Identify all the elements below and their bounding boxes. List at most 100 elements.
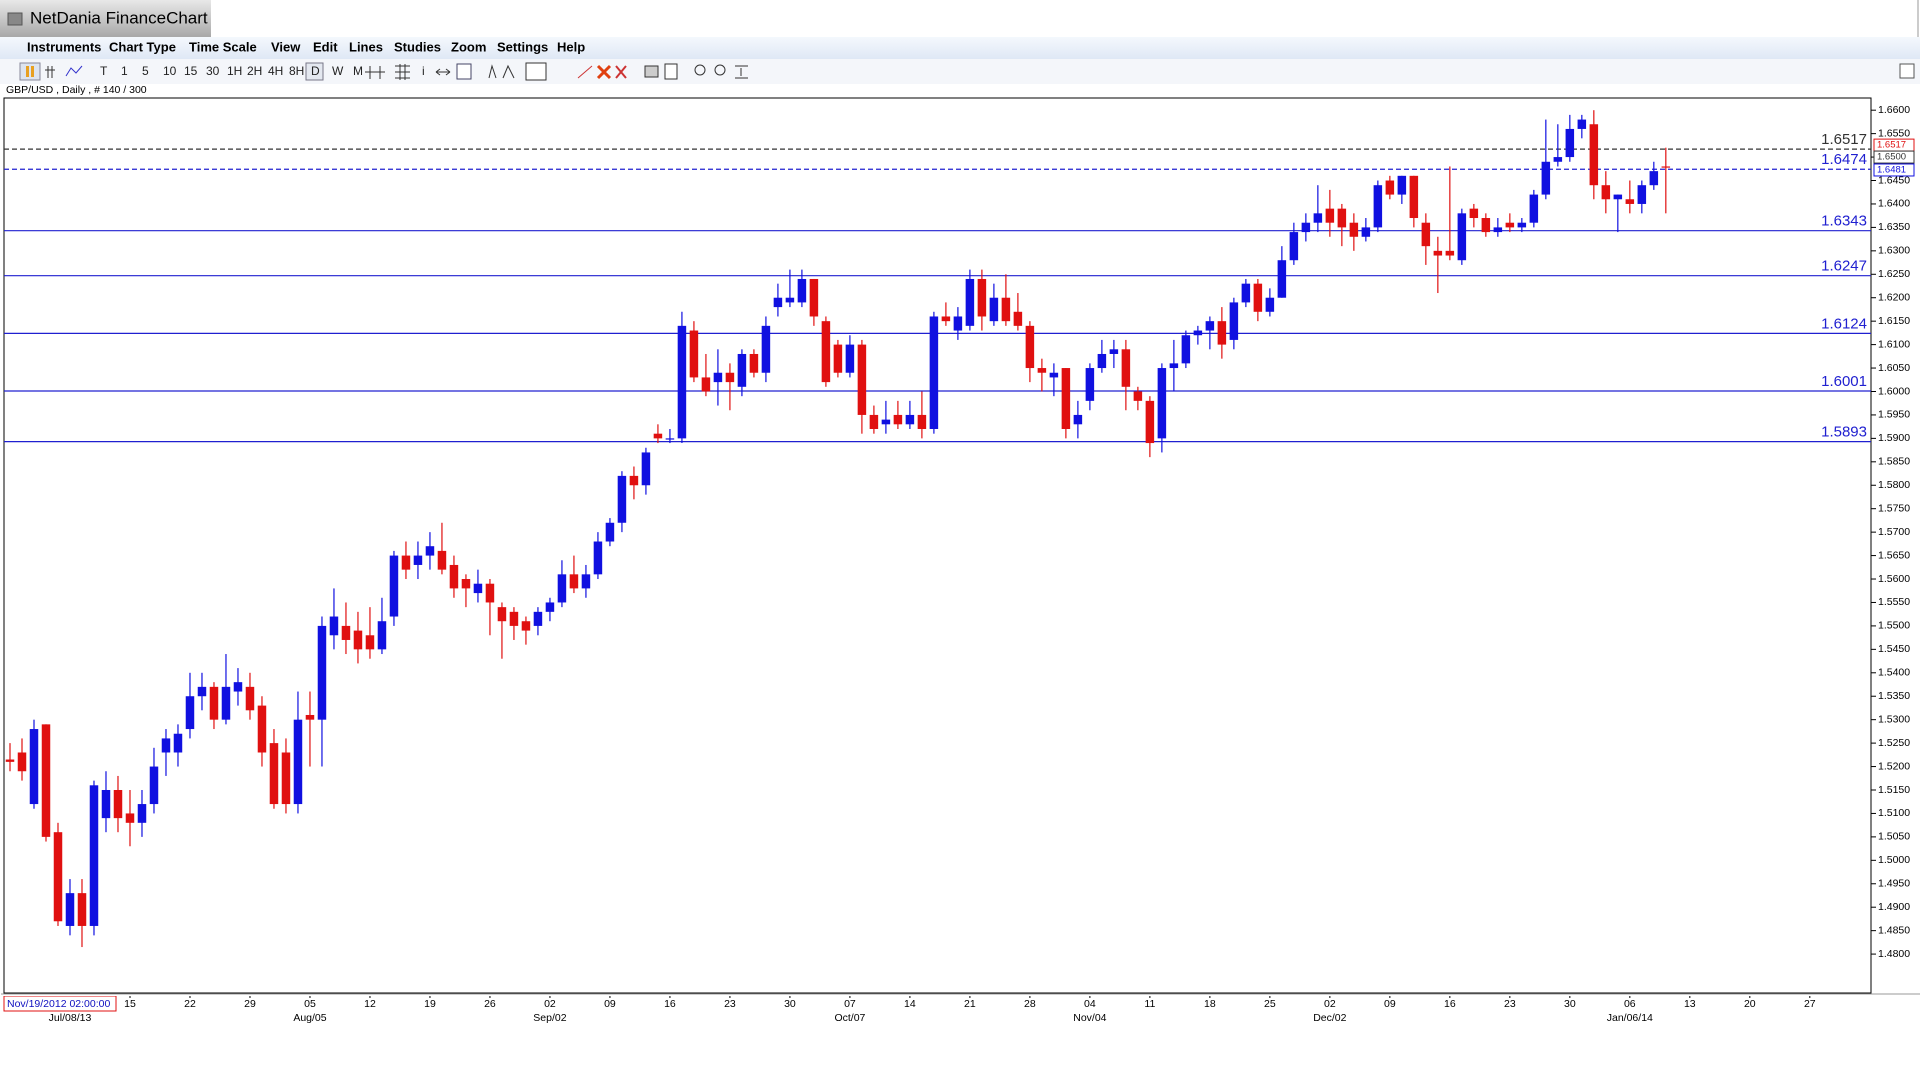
menu-item[interactable]: Studies (394, 39, 441, 54)
x-tick-label: 27 (1804, 998, 1816, 1010)
bar-button[interactable] (45, 66, 55, 78)
x-tick-label: 02 (1324, 998, 1336, 1010)
timeframe-button[interactable]: 8H (289, 64, 304, 78)
y-tick-label: 1.5350 (1878, 690, 1910, 702)
price-box-label: 1.6481 (1877, 164, 1906, 175)
candle-body (1481, 218, 1491, 233)
price-box (1873, 150, 1915, 164)
price-box-label: 1.6500 (1877, 152, 1906, 163)
candle-body (1505, 222, 1515, 228)
menu-item[interactable]: View (271, 39, 301, 54)
menu-item[interactable]: Instruments (27, 39, 101, 54)
candle-body (809, 278, 819, 317)
candle-body (245, 686, 255, 711)
pan-button[interactable] (435, 68, 451, 76)
candle-body (53, 832, 63, 922)
line-button[interactable] (65, 65, 83, 77)
x-tick-label: 07 (844, 998, 856, 1010)
candle-body (1301, 222, 1311, 233)
timeframe-button[interactable]: 2H (247, 64, 262, 78)
chart-info: GBP/USD , Daily , # 140 / 300 (6, 84, 147, 96)
candle-body (677, 325, 687, 439)
x-tick-label: 30 (1564, 998, 1576, 1010)
candle-body (1457, 213, 1467, 261)
candle-body (1241, 283, 1251, 303)
menu-item[interactable]: Time Scale (189, 39, 257, 54)
timeframe-button[interactable]: W (332, 64, 344, 78)
menu-item[interactable]: Chart Type (109, 39, 176, 54)
info-button[interactable]: i (422, 64, 425, 78)
candle-body (1325, 208, 1335, 223)
timeframe-button[interactable]: 10 (163, 64, 177, 78)
candle-body (89, 785, 99, 926)
y-tick-label: 1.4800 (1878, 948, 1910, 960)
timeframe-button[interactable]: 30 (206, 64, 220, 78)
x-month-label: Oct/07 (834, 1012, 865, 1024)
zoom-in-button[interactable] (694, 64, 706, 76)
candle-body (689, 330, 699, 378)
candle-body (1433, 250, 1443, 256)
timeframe-button[interactable]: 15 (184, 64, 198, 78)
candle-body (377, 621, 387, 650)
candle-body (41, 724, 51, 837)
x-tick-label: 30 (784, 998, 796, 1010)
settings-button[interactable] (1899, 63, 1915, 79)
y-tick-label: 1.5800 (1878, 479, 1910, 491)
timeframe-button[interactable]: M (353, 64, 363, 78)
candle-button[interactable] (19, 62, 41, 81)
menu-item[interactable]: Help (557, 39, 585, 54)
candle-body (485, 583, 495, 603)
crosshair-button[interactable] (365, 66, 385, 79)
candle-body (365, 635, 375, 650)
candle-body (605, 522, 615, 542)
draw-button[interactable] (488, 64, 515, 79)
candle-body (1565, 128, 1575, 158)
menu-item[interactable]: Lines (349, 39, 383, 54)
zoom-fit-button[interactable] (735, 65, 748, 79)
candle-body (1097, 353, 1107, 369)
x-tick-label: 26 (484, 998, 496, 1010)
candle-body (473, 583, 483, 594)
timeframe-button[interactable]: 5 (142, 64, 149, 78)
zoom-out-button[interactable] (714, 64, 726, 76)
grid-button[interactable] (395, 64, 410, 80)
delete-all-button[interactable] (615, 65, 627, 79)
timeframe-button[interactable]: 1 (121, 64, 128, 78)
menu-item[interactable]: Edit (313, 39, 338, 54)
candle-body (329, 616, 339, 636)
plot-area (3, 97, 1872, 994)
candle-body (137, 804, 147, 823)
timeframe-button[interactable]: 4H (268, 64, 283, 78)
toolbar-group: i T 1 5 10 15 30 1H 2H 4H 8H D W M (19, 62, 1915, 81)
timeframe-button[interactable]: D (311, 64, 320, 78)
fib-button[interactable] (525, 62, 547, 81)
volume-button[interactable] (456, 63, 472, 80)
candle-body (185, 696, 195, 730)
candle-body (1037, 368, 1047, 373)
toolbar (0, 59, 1920, 84)
x-tick-label: 25 (1264, 998, 1276, 1010)
timeframe-button[interactable]: T (100, 64, 108, 78)
menu-item[interactable]: Settings (497, 39, 548, 54)
candle-body (749, 353, 759, 373)
candle-body (1217, 321, 1227, 345)
preview-button[interactable] (664, 63, 678, 80)
candle-body (1421, 222, 1431, 247)
candle-body (1061, 368, 1071, 429)
candle-body (269, 743, 279, 805)
candle-body (1601, 185, 1611, 200)
timeframe-button[interactable]: 1H (227, 64, 242, 78)
print-button[interactable] (644, 65, 659, 78)
trendline-button[interactable] (577, 65, 593, 79)
candle-body (437, 550, 447, 570)
delete-button[interactable] (596, 64, 612, 80)
level-label: 1.6343 (1821, 213, 1867, 230)
y-tick-label: 1.5000 (1878, 854, 1910, 866)
candle-body (641, 452, 651, 486)
candle-body (497, 607, 507, 622)
candle-body (1025, 325, 1035, 369)
x-tick-label: 16 (1444, 998, 1456, 1010)
menu-item[interactable]: Zoom (451, 39, 486, 54)
candle-body (989, 297, 999, 322)
candle-body (173, 733, 183, 753)
